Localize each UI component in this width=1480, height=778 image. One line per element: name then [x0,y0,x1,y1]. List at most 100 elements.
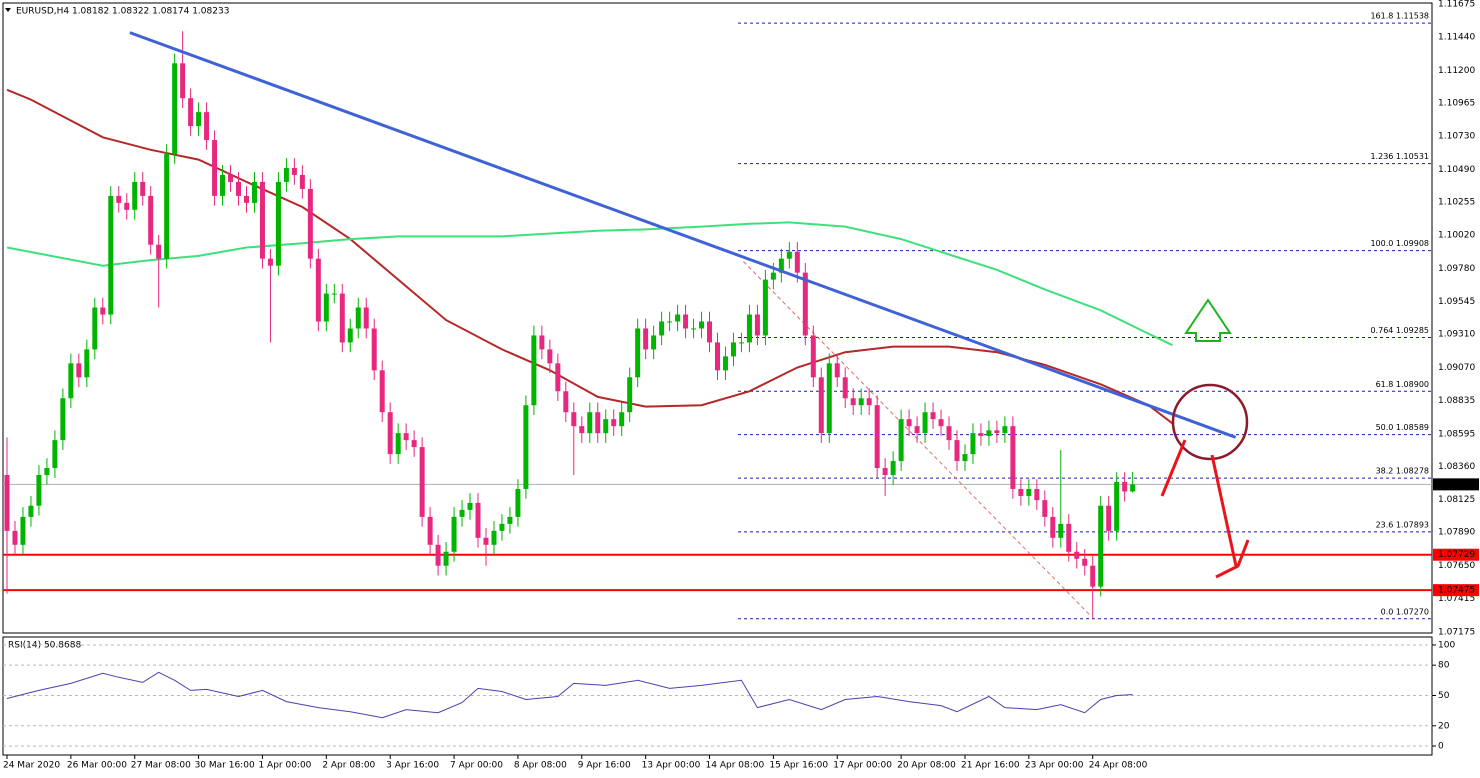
candle-body [627,377,633,413]
candle-body [946,426,952,441]
candle-body [92,307,98,350]
candle-body [906,419,912,427]
candle-body [172,63,178,155]
candle-body [339,293,345,343]
candle-body [363,307,369,329]
candle-body [579,426,585,434]
candle-body [802,272,808,336]
candle-body [1042,500,1048,517]
candle-body [1130,484,1136,492]
candle-body [283,167,289,182]
chart-title: EURUSD,H4 1.08182 1.08322 1.08174 1.0823… [16,7,229,17]
candle-body [347,328,353,343]
x-tick-label: 21 Apr 16:00 [961,761,1020,771]
candle-body [228,174,234,182]
candle-body [675,314,681,322]
candle-body [555,363,561,392]
x-tick-label: 23 Apr 00:00 [1025,761,1084,771]
y-tick-label: 1.10965 [1438,99,1475,109]
candle-body [722,356,728,371]
candle-body [858,398,864,406]
candle-body [794,251,800,273]
candle-body [132,181,138,210]
candle-body [411,440,417,448]
rsi-panel [2,636,1433,756]
candle-body [962,454,968,462]
candle-body [922,412,928,434]
candle-body [28,505,34,517]
candle-body [707,321,713,343]
candle-body [451,516,457,552]
candle-body [251,181,257,203]
y-tick-label: 1.10490 [1438,165,1475,175]
candle-body [387,412,393,455]
y-tick-label: 1.07890 [1438,528,1475,538]
candle-body [76,363,82,378]
candle-body [1074,551,1080,559]
marks-layer [4,31,1237,719]
candle-body [603,419,609,434]
candle-body [994,430,1000,434]
candle-body [148,195,154,245]
candle-body [930,412,936,420]
moving-average [6,88,1174,425]
x-tick-label: 30 Mar 16:00 [195,761,255,771]
candle-body [563,391,569,413]
moving-average [6,221,1173,347]
x-tick-label: 8 Apr 08:00 [514,761,567,771]
candle-body [1082,558,1088,566]
candle-body [882,468,888,476]
candle-body [220,174,226,196]
candle-body [738,342,744,344]
candle-body [762,279,768,336]
candle-body [44,468,50,476]
candle-body [4,475,10,531]
y-tick-label: 1.07175 [1438,628,1475,638]
candle-body [986,430,992,436]
fibo-label: 38.2 1.08278 [1376,467,1429,476]
rsi-title: RSI(14) 50.8688 [8,641,81,651]
candle-body [1002,426,1008,434]
candle-body [84,349,90,378]
candle-body [499,523,505,531]
x-tick-label: 1 Apr 00:00 [258,761,311,771]
candle-body [116,195,122,203]
x-tick-label: 14 Apr 08:00 [706,761,765,771]
candle-body [699,321,705,329]
candle-body [595,412,601,434]
y-tick-label: 1.07650 [1438,561,1475,571]
candle-body [651,335,657,350]
candle-body [547,349,553,364]
candle-body [443,551,449,566]
candle-body [52,440,58,469]
candle-body [1090,565,1096,587]
candle-body [770,272,776,280]
fibo-label: 0.0 1.07270 [1381,607,1429,616]
candle-body [1034,488,1040,501]
title-marker [5,8,11,12]
x-tick-label: 24 Mar 2020 [3,761,60,771]
candle-body [778,258,784,273]
x-tick-label: 3 Apr 16:00 [386,761,439,771]
candle-body [659,321,665,336]
y-tick-label: 0 [1438,742,1444,752]
candle-body [914,426,920,434]
x-tick-label: 27 Mar 08:00 [131,761,191,771]
candle-body [954,440,960,462]
candle-body [978,433,984,436]
y-tick-label: 50 [1438,691,1450,701]
x-tick-label: 9 Apr 16:00 [578,761,631,771]
fibo-label: 161.8 1.11538 [1370,12,1429,21]
candle-body [587,412,593,434]
y-tick-label: 1.08595 [1438,429,1475,439]
candle-body [196,112,202,127]
fibo-label: 0.764 1.09285 [1370,326,1429,335]
candle-body [291,167,297,175]
y-tick-label: 100 [1438,640,1455,650]
y-tick-label: 1.10730 [1438,131,1475,141]
candle-body [140,181,146,196]
level-label-box [1433,584,1479,597]
fibo-label: 1.236 1.10531 [1370,152,1429,161]
